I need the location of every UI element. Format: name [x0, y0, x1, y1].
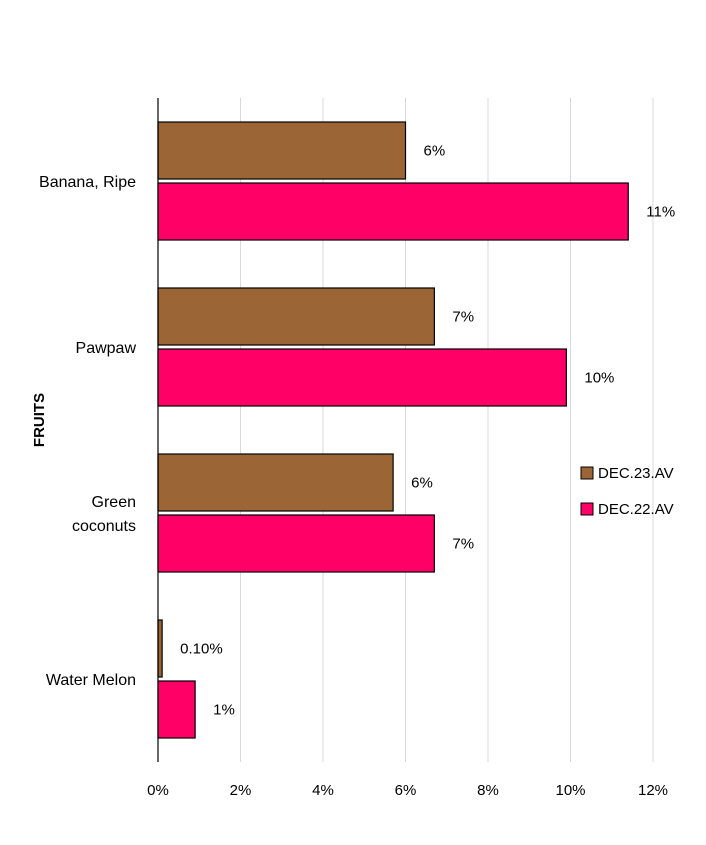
bar-dec-23-av: [158, 288, 434, 345]
data-label: 0.10%: [180, 641, 223, 658]
category-label-line: Water Melon: [46, 672, 136, 689]
legend-swatch: [581, 503, 593, 515]
bar-dec-23-av: [158, 454, 393, 511]
x-tick-label: 2%: [230, 782, 252, 799]
category-label: Water Melon: [46, 672, 136, 689]
category-label-line: Pawpaw: [76, 340, 137, 357]
data-label: 6%: [411, 475, 433, 492]
legend-swatch: [581, 467, 593, 479]
legend-label: DEC.22.AV: [598, 501, 674, 518]
data-label: 11%: [646, 204, 675, 221]
x-tick-label: 6%: [395, 782, 417, 799]
category-label-line: coconuts: [72, 518, 136, 535]
x-tick-label: 0%: [147, 782, 169, 799]
data-label: 7%: [452, 536, 474, 553]
y-axis-title: FRUITS: [31, 393, 48, 447]
x-tick-label: 8%: [477, 782, 499, 799]
category-labels: Banana, Ripe Pawpaw Green coconuts Water Mel…: [39, 174, 136, 689]
category-label: Pawpaw: [76, 340, 137, 357]
data-label: 10%: [584, 370, 614, 387]
bar-dec-22-av: [158, 515, 434, 572]
x-tick-label: 4%: [312, 782, 334, 799]
data-label: 6%: [424, 143, 446, 160]
legend-label: DEC.23.AV: [598, 465, 674, 482]
data-label: 1%: [213, 702, 235, 719]
category-label-line: Green: [92, 494, 136, 511]
bar-dec-22-av: [158, 681, 195, 738]
category-label-line: Banana, Ripe: [39, 174, 136, 191]
category-label: Green coconuts: [72, 494, 136, 535]
bar-dec-23-av: [158, 620, 162, 677]
x-tick-labels: 0% 2% 4% 6% 8% 10% 12%: [147, 782, 668, 799]
bar-dec-22-av: [158, 183, 628, 240]
x-tick-label: 12%: [638, 782, 668, 799]
bar-dec-22-av: [158, 349, 566, 406]
category-label: Banana, Ripe: [39, 174, 136, 191]
bars: [158, 122, 628, 738]
data-label: 7%: [452, 309, 474, 326]
legend: DEC.23.AV DEC.22.AV: [581, 465, 674, 518]
x-tick-label: 10%: [555, 782, 585, 799]
bar-dec-23-av: [158, 122, 406, 179]
